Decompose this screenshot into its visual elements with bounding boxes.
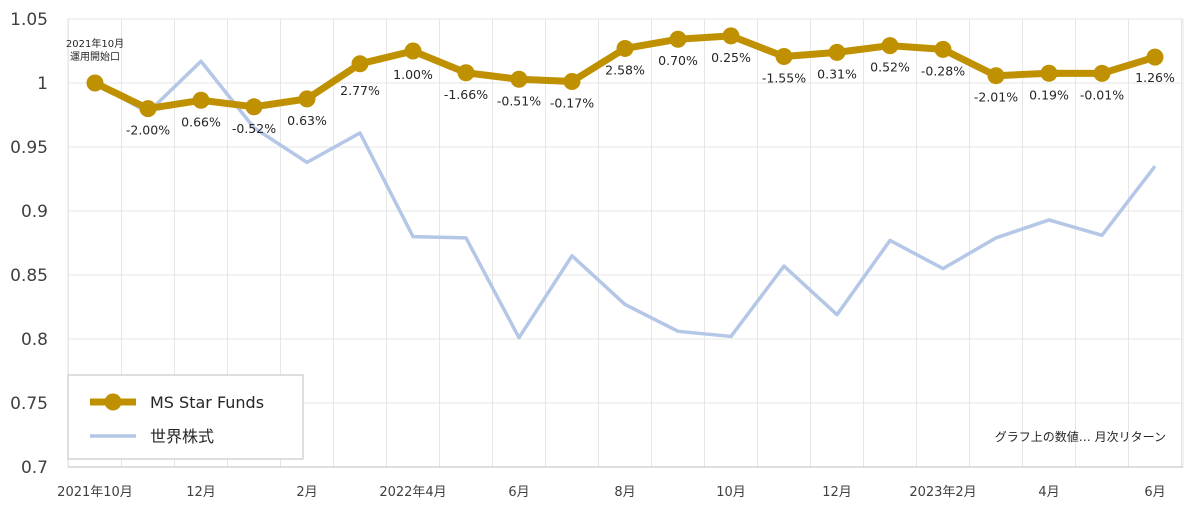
y-tick-label: 0.9 — [21, 202, 48, 222]
series-point-ms-star-funds — [192, 91, 210, 109]
data-label: 2.77% — [340, 83, 380, 98]
legend-label-ms-star-funds: MS Star Funds — [150, 393, 264, 412]
data-label: -0.01% — [1080, 87, 1124, 102]
series-point-ms-star-funds — [775, 48, 793, 66]
data-label: 1.26% — [1135, 70, 1175, 85]
x-tick-label: 4月 — [1038, 485, 1059, 500]
y-axis: 0.7 0.75 0.8 0.85 0.9 0.95 1 1.05 — [10, 10, 48, 478]
data-label: -2.00% — [126, 123, 170, 138]
series-point-ms-star-funds — [351, 55, 369, 73]
series-point-ms-star-funds — [1040, 64, 1058, 82]
series-layer — [86, 27, 1164, 340]
x-tick-label: 6月 — [508, 485, 529, 500]
x-tick-label: 2021年10月 — [57, 485, 133, 500]
legend-label-world-equity: 世界株式 — [150, 427, 214, 446]
series-point-ms-star-funds — [828, 43, 846, 61]
x-tick-label: 8月 — [614, 485, 635, 500]
start-annotation: 2021年10月 — [66, 37, 124, 50]
series-point-ms-star-funds — [245, 98, 263, 116]
legend-box — [67, 374, 304, 460]
y-tick-label: 0.7 — [21, 458, 48, 478]
data-label: -2.01% — [974, 90, 1018, 105]
series-point-ms-star-funds — [510, 70, 528, 88]
data-label: 0.19% — [1029, 87, 1069, 102]
data-labels: -2.00% 0.66% -0.52% 0.63% 2.77% 1.00% -1.66% -0… — [126, 50, 1175, 138]
series-point-ms-star-funds — [881, 37, 899, 55]
data-label: -1.55% — [762, 71, 806, 86]
series-point-ms-star-funds — [616, 39, 634, 57]
note-monthly-return: グラフ上の数値… 月次リターン — [995, 429, 1166, 444]
data-label: -0.52% — [232, 121, 276, 136]
x-tick-label: 12月 — [822, 485, 852, 500]
data-label: -0.17% — [550, 95, 594, 110]
data-label: 0.63% — [287, 113, 327, 128]
y-tick-label: 1.05 — [10, 10, 48, 30]
y-tick-label: 0.85 — [10, 266, 48, 286]
data-label: 0.52% — [870, 60, 910, 75]
y-tick-label: 0.95 — [10, 138, 48, 158]
y-tick-label: 1 — [37, 74, 48, 94]
series-point-ms-star-funds — [139, 100, 157, 118]
series-point-ms-star-funds — [404, 42, 422, 60]
series-point-ms-star-funds — [563, 72, 581, 90]
series-point-ms-star-funds — [934, 40, 952, 58]
x-tick-label: 2月 — [296, 485, 317, 500]
series-point-ms-star-funds — [1146, 48, 1164, 66]
series-point-ms-star-funds — [669, 30, 687, 48]
series-point-ms-star-funds — [722, 27, 740, 45]
x-tick-label: 2022年4月 — [379, 485, 446, 500]
x-tick-label: 12月 — [186, 485, 216, 500]
series-point-ms-star-funds — [1093, 64, 1111, 82]
data-label: -1.66% — [444, 87, 488, 102]
legend: MS Star Funds 世界株式 — [67, 374, 304, 460]
data-label: 1.00% — [393, 67, 433, 82]
data-label: 2.58% — [605, 62, 645, 77]
x-tick-label: 10月 — [716, 485, 746, 500]
series-point-ms-star-funds — [298, 90, 316, 108]
series-point-ms-star-funds — [987, 67, 1005, 85]
series-line-world-equity — [94, 59, 1157, 340]
start-annotation: 運用開始口 — [70, 50, 120, 63]
data-label: -0.28% — [921, 63, 965, 78]
data-label: 0.31% — [817, 66, 857, 81]
series-point-ms-star-funds — [457, 64, 475, 82]
data-label: 0.66% — [181, 114, 221, 129]
x-tick-label: 2023年2月 — [909, 485, 976, 500]
legend-marker-ms-star-funds — [104, 393, 122, 411]
data-label: 0.70% — [658, 53, 698, 68]
x-axis: 2021年10月 12月 2月 2022年4月 6月 8月 10月 12月 2023年2月 4月 6… — [57, 485, 1165, 500]
series-point-ms-star-funds — [86, 74, 104, 92]
y-tick-label: 0.75 — [10, 394, 48, 414]
y-tick-label: 0.8 — [21, 330, 48, 350]
x-tick-label: 6月 — [1144, 485, 1165, 500]
data-label: 0.25% — [711, 50, 751, 65]
data-label: -0.51% — [497, 93, 541, 108]
